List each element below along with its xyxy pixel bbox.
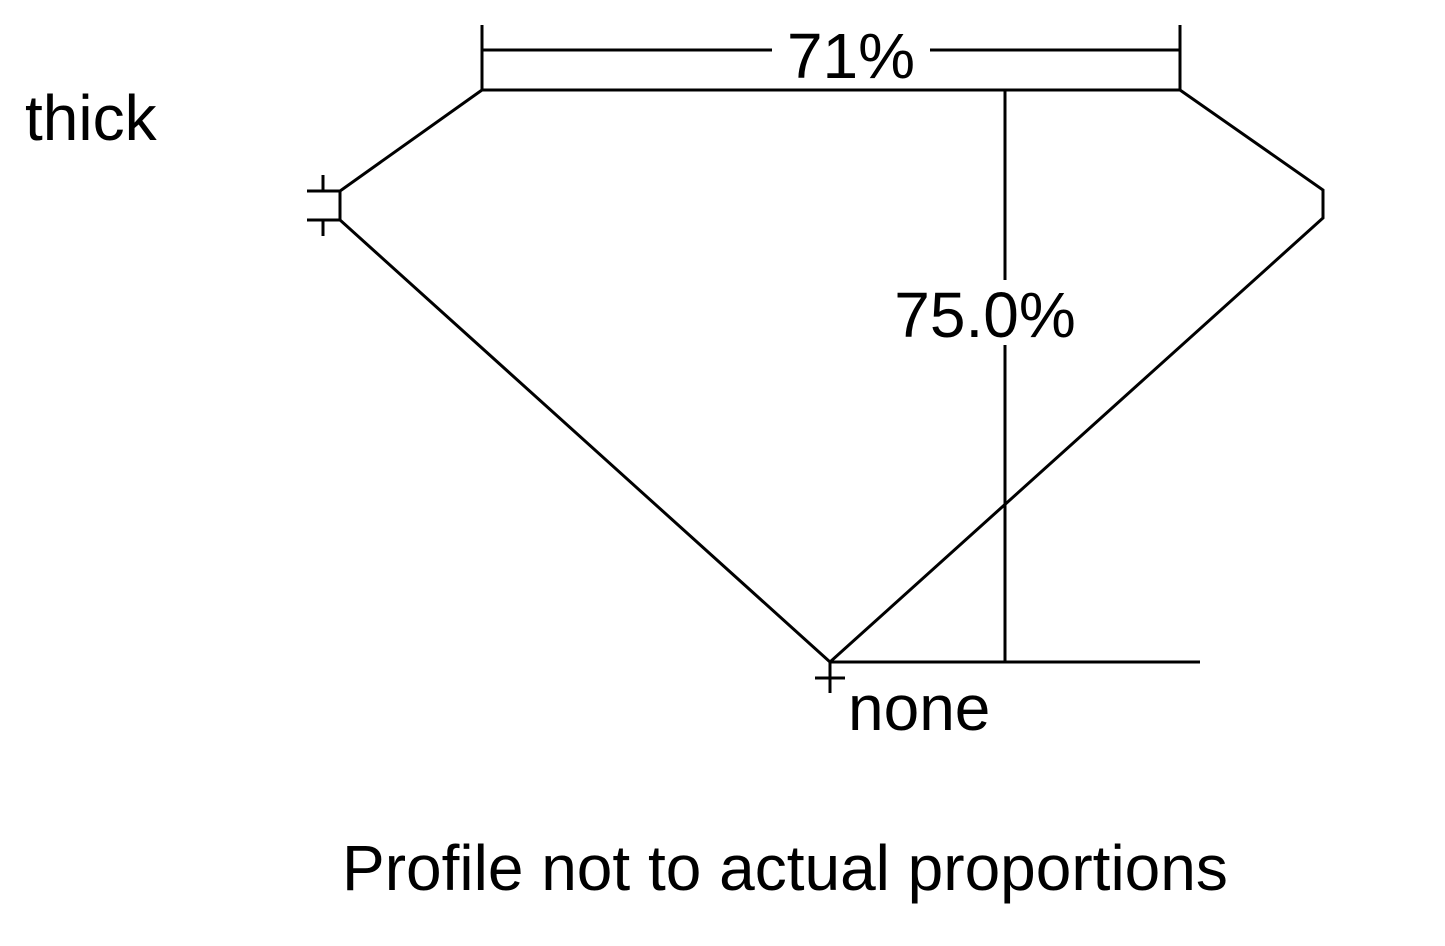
culet-label: none [848,672,990,744]
proportions-note: Profile not to actual proportions [342,832,1228,904]
culet-marker [815,662,845,693]
gem-outline [338,88,1325,665]
depth-percent-label: 75.0% [894,279,1075,351]
girdle-marker [307,175,340,236]
table-percent-label: 71% [787,20,915,92]
girdle-label: thick [25,82,158,154]
